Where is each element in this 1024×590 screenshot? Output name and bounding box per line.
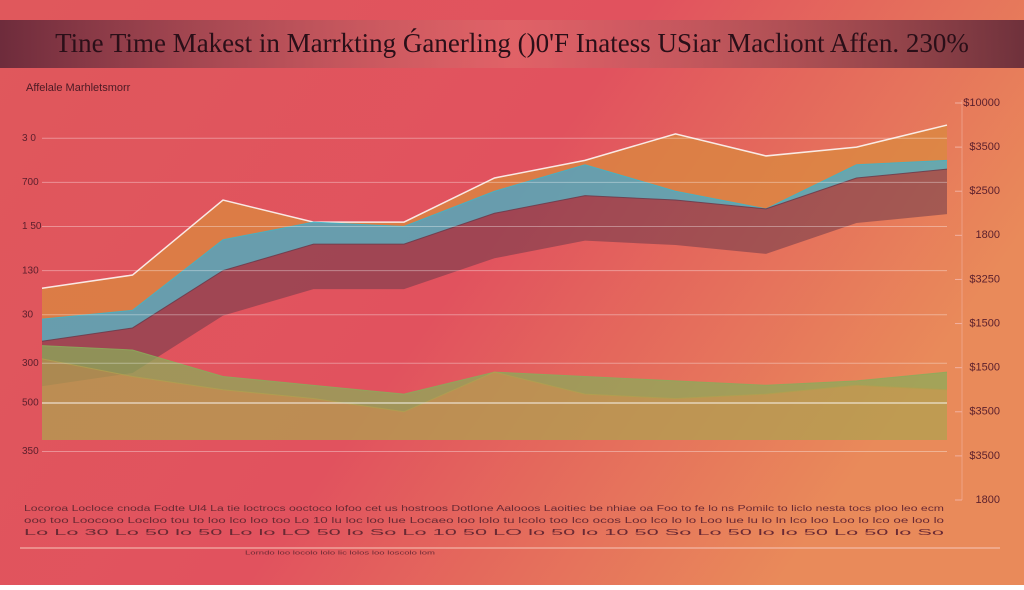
x-label-row: Locoroa Locloce cnoda Fodte Ul4 La tie l… — [24, 504, 945, 513]
area — [42, 169, 947, 387]
y2-tick-label: $3500 — [969, 450, 1000, 462]
y2-tick-label: 1800 — [976, 229, 1000, 241]
y-tick-label: 500 — [22, 398, 39, 409]
line — [41, 358, 948, 413]
y2-tick-label: $3500 — [969, 406, 1000, 418]
chart-title: Tine Time Makest in Marrkting Ǵanerling … — [55, 28, 969, 58]
y-tick-label: 30 — [22, 309, 34, 320]
area — [42, 125, 947, 320]
y-tick-label: 3 0 — [22, 133, 36, 144]
y2-tick-label: $10000 — [963, 97, 1000, 109]
y-tick-label: 1 50 — [22, 221, 42, 232]
area — [42, 160, 947, 342]
y-tick-label: 700 — [22, 177, 39, 188]
title-bar — [0, 20, 1024, 68]
y-tick-label: 300 — [22, 358, 39, 369]
line — [41, 168, 948, 342]
y2-tick-label: $3250 — [969, 273, 1000, 285]
subtitle: Affelale Marhletsmorr — [26, 82, 131, 94]
line — [41, 124, 948, 290]
y2-tick-label: $3500 — [969, 141, 1000, 153]
y-tick-label: 130 — [22, 265, 39, 276]
area — [42, 358, 947, 440]
y2-tick-label: $1500 — [969, 317, 1000, 329]
x-label-row: Lorndo loo locolo lolo lic lolos loo los… — [245, 550, 435, 556]
line — [41, 159, 948, 320]
y2-tick-label: $1500 — [969, 362, 1000, 374]
y2-tick-label: $2500 — [969, 185, 1000, 197]
y2-tick-label: 1800 — [976, 494, 1000, 506]
y-tick-label: 350 — [22, 446, 39, 457]
x-label-row: Lo Lo 30 Lo 50 lo 50 Lo lo LO 50 lo So L… — [24, 528, 945, 537]
area — [42, 345, 947, 412]
x-label-row: ooo too Loocooo Locloo tou to loo lco lo… — [24, 516, 945, 525]
